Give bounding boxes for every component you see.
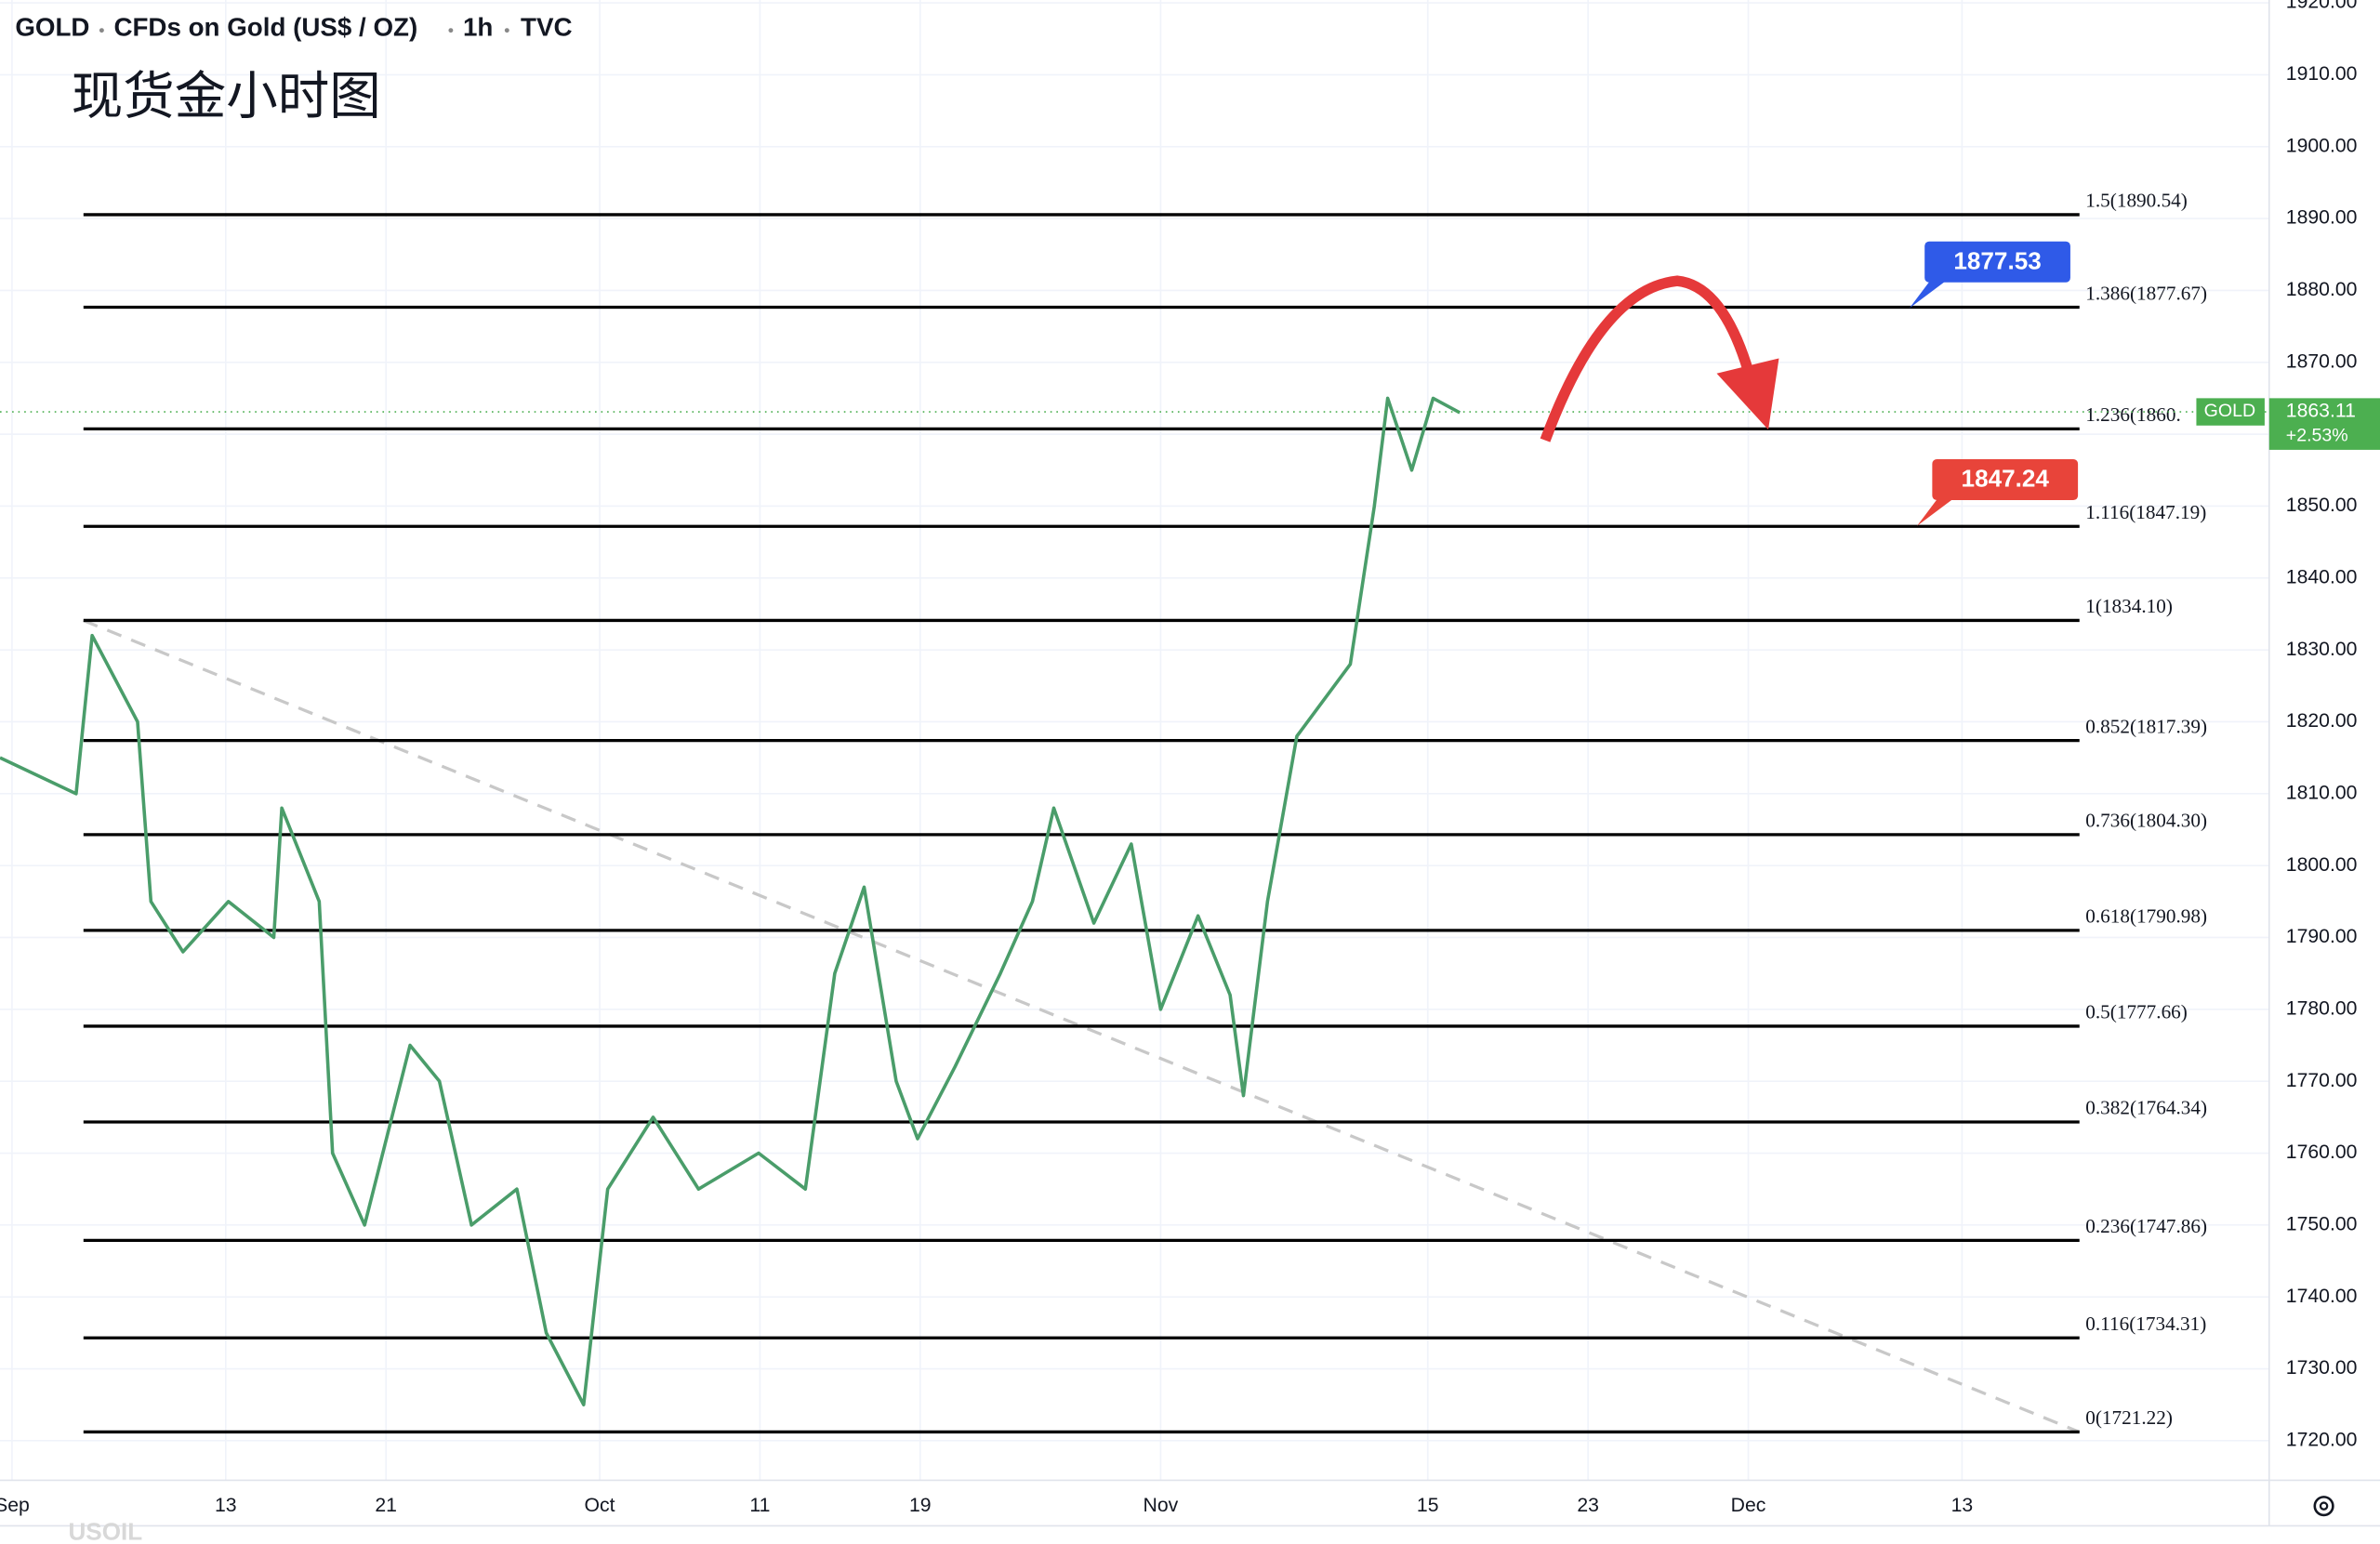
- separator: [504, 28, 509, 33]
- x-tick-label: Oct: [585, 1495, 615, 1516]
- y-tick-label: 1900.00: [2286, 135, 2358, 156]
- x-tick-label: 21: [375, 1495, 397, 1516]
- x-tick-label: 15: [1417, 1495, 1439, 1516]
- last-price-badge: [2268, 398, 2380, 450]
- y-tick-label: 1780.00: [2286, 997, 2358, 1019]
- forecast-arrow: [1540, 275, 1754, 442]
- separator: [448, 28, 454, 33]
- price-line: [0, 396, 1461, 1406]
- y-tick-label: 1770.00: [2286, 1070, 2358, 1091]
- price-badge: [1932, 458, 2079, 501]
- fib-label: 1.386(1877.67): [2085, 282, 2207, 304]
- y-tick-label: 1720.00: [2286, 1429, 2358, 1450]
- arrow-head: [1716, 358, 1779, 430]
- x-tick-label: Dec: [1731, 1495, 1766, 1516]
- fib-label: 1.5(1890.54): [2085, 190, 2188, 212]
- fib-label: 0.236(1747.86): [2085, 1215, 2207, 1237]
- footer-symbol: USOIL: [68, 1517, 142, 1544]
- x-tick-label: Nov: [1144, 1495, 1179, 1516]
- y-tick-label: 1730.00: [2286, 1357, 2358, 1379]
- gear-hub: [2319, 1501, 2329, 1511]
- symbol: GOLD: [15, 12, 89, 41]
- gear: [2313, 1496, 2334, 1517]
- y-tick-label: 1880.00: [2286, 279, 2358, 300]
- symbol-tag: [2196, 398, 2265, 426]
- y-tick-label: 1920.00: [2286, 0, 2358, 13]
- y-tick-label: 1810.00: [2286, 782, 2358, 803]
- price-badge-label: 1847.24: [1962, 465, 2050, 493]
- y-tick-label: 1740.00: [2286, 1286, 2358, 1307]
- y-tick-label: 1850.00: [2286, 495, 2358, 516]
- price-badge-label: 1877.53: [1953, 246, 2041, 274]
- y-tick-label: 1910.00: [2286, 63, 2358, 85]
- fib-label: 0.852(1817.39): [2085, 715, 2207, 737]
- fib-label: 0.382(1764.34): [2085, 1097, 2207, 1119]
- instrument: CFDs on Gold (US$ / OZ): [113, 12, 417, 41]
- x-tick-label: Sep: [0, 1495, 30, 1516]
- fib-label: 0(1721.22): [2085, 1406, 2173, 1429]
- y-tick-label: 1800.00: [2286, 854, 2358, 876]
- plot: 1.5(1890.54) 1.386(1877.67) 1.236(1860. 1.1…: [0, 190, 2269, 1434]
- last-price: 1863.11: [2286, 401, 2356, 422]
- x-tick-label: 13: [215, 1495, 237, 1516]
- fib-label: 0.116(1734.31): [2085, 1313, 2206, 1335]
- x-tick-label: 19: [909, 1495, 932, 1516]
- x-tick-label: 11: [749, 1495, 770, 1516]
- settings-icon[interactable]: [2313, 1496, 2334, 1517]
- price-badge: [1924, 241, 2070, 283]
- source: TVC: [521, 12, 572, 41]
- last-change: +2.53%: [2286, 425, 2348, 445]
- fib-label: 1.116(1847.19): [2085, 501, 2206, 523]
- fib-label: 1.236(1860.: [2085, 403, 2181, 426]
- fib-label: 1(1834.10): [2085, 595, 2173, 617]
- separator: [99, 28, 104, 33]
- fib-label: 0.618(1790.98): [2085, 905, 2207, 928]
- y-tick-label: 1760.00: [2286, 1142, 2358, 1163]
- y-tick-label: 1750.00: [2286, 1213, 2358, 1234]
- y-tick-label: 1830.00: [2286, 639, 2358, 660]
- fib-label: 0.5(1777.66): [2085, 1001, 2188, 1023]
- symbol-tag-text: GOLD: [2204, 401, 2255, 421]
- interval: 1h: [463, 12, 493, 41]
- y-tick-label: 1840.00: [2286, 566, 2358, 587]
- y-tick-label: 1890.00: [2286, 207, 2358, 229]
- x-tick-label: 13: [1951, 1495, 1974, 1516]
- y-tick-label: 1870.00: [2286, 350, 2358, 372]
- x-tick-label: 23: [1577, 1495, 1599, 1516]
- fib-label: 0.736(1804.30): [2085, 810, 2207, 832]
- y-tick-label: 1820.00: [2286, 710, 2358, 732]
- chart-title: 现货金小时图: [72, 67, 381, 125]
- y-tick-label: 1790.00: [2286, 926, 2358, 947]
